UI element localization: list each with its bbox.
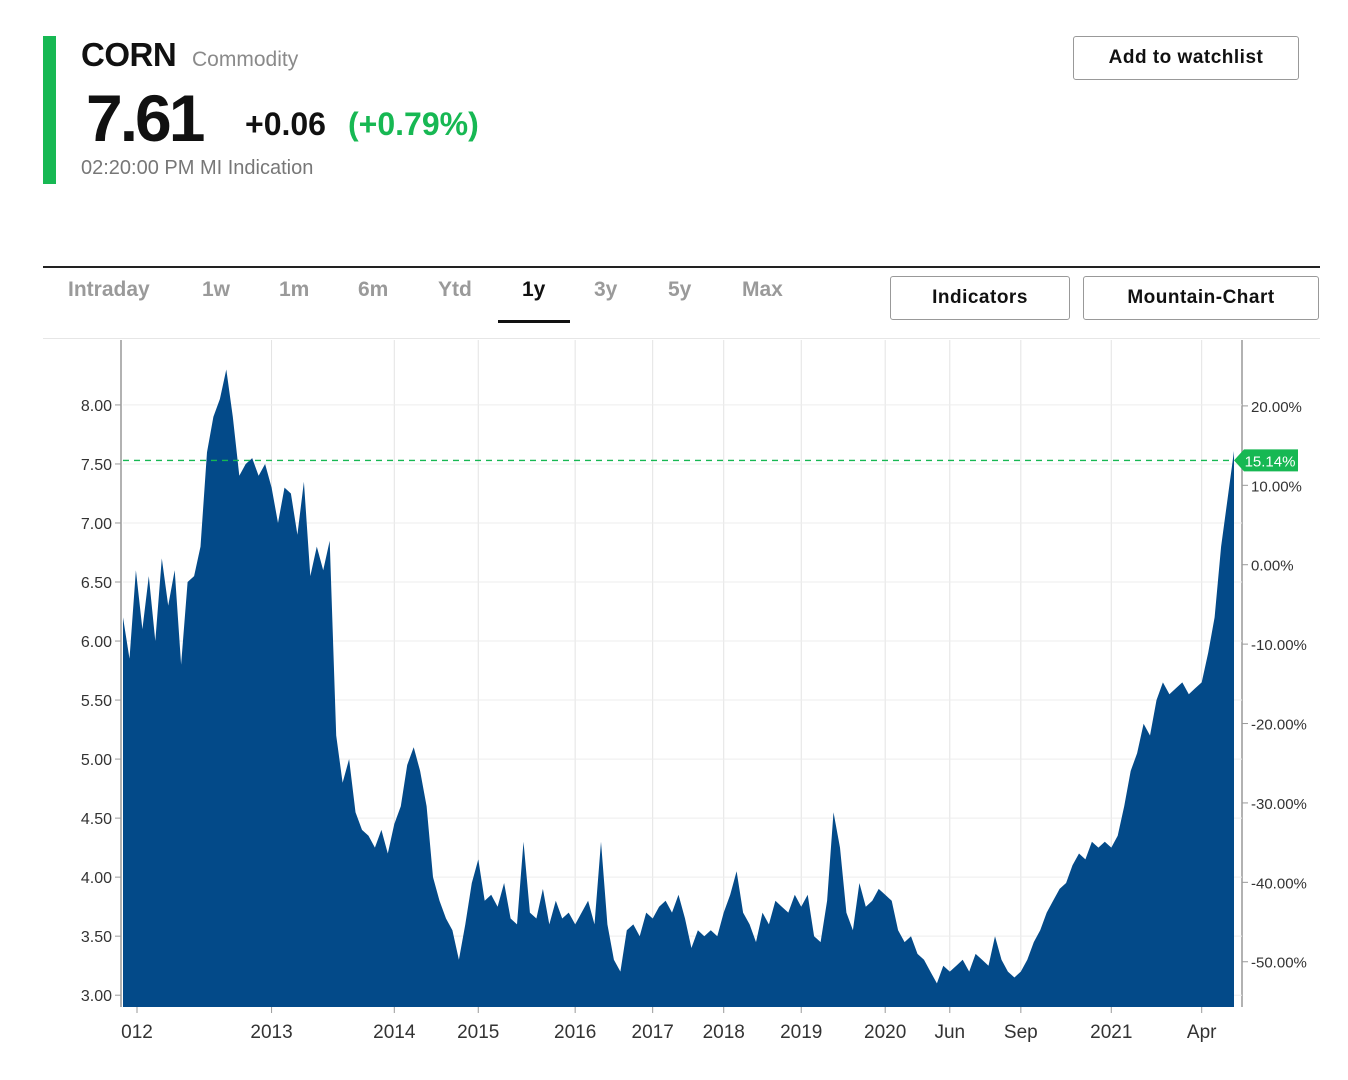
- y-tick-label: 3.50: [81, 929, 112, 946]
- y-tick-label: 7.00: [81, 516, 112, 533]
- price-area: [123, 369, 1234, 1007]
- tab-intraday[interactable]: Intraday: [68, 278, 150, 301]
- instrument-type: Commodity: [192, 48, 299, 71]
- y-tick-label: 5.50: [81, 693, 112, 710]
- y-tick-label: 6.00: [81, 634, 112, 651]
- x-tick-label: 012: [121, 1022, 153, 1043]
- tab-1w[interactable]: 1w: [202, 278, 231, 301]
- y-tick-label: 6.50: [81, 575, 112, 592]
- tab-3y[interactable]: 3y: [594, 278, 618, 301]
- tab-max[interactable]: Max: [742, 278, 783, 301]
- x-tick-label: 2014: [373, 1022, 416, 1043]
- right-tick-label: -20.00%: [1251, 717, 1307, 734]
- add-to-watchlist-button[interactable]: Add to watchlist: [1073, 36, 1299, 80]
- x-tick-label: 2015: [457, 1022, 499, 1043]
- active-tab-indicator: [498, 320, 570, 323]
- right-tick-label: 0.00%: [1251, 558, 1294, 575]
- right-tick-label: -40.00%: [1251, 875, 1307, 892]
- reference-badge: 15.14%: [1234, 449, 1298, 472]
- x-tick-label: 2013: [250, 1022, 292, 1043]
- y-tick-label: 8.00: [81, 398, 112, 415]
- reference-badge-label: 15.14%: [1245, 453, 1296, 470]
- y-tick-label: 7.50: [81, 457, 112, 474]
- tab-1m[interactable]: 1m: [279, 278, 310, 301]
- last-price: 7.61: [86, 81, 205, 155]
- y-tick-label: 5.00: [81, 752, 112, 769]
- y-tick-label: 4.00: [81, 870, 112, 887]
- tab-6m[interactable]: 6m: [358, 278, 389, 301]
- x-tick-label: 2021: [1090, 1022, 1132, 1043]
- right-tick-label: -30.00%: [1251, 796, 1307, 813]
- right-tick-label: 20.00%: [1251, 399, 1302, 416]
- right-tick-label: 10.00%: [1251, 478, 1302, 495]
- quote-timestamp: 02:20:00 PM MI Indication: [81, 157, 314, 179]
- tab-ytd[interactable]: Ytd: [438, 278, 472, 301]
- y-tick-label: 3.00: [81, 988, 112, 1005]
- x-axis: 012 2013 2014 2015 2016 2017 2018 2019 2020 Jun Se…: [121, 1007, 1217, 1043]
- chart-type-button[interactable]: Mountain-Chart: [1083, 276, 1319, 320]
- price-change: +0.06: [245, 106, 326, 142]
- header-divider: [43, 266, 1320, 268]
- x-tick-label: Apr: [1187, 1022, 1217, 1043]
- tab-5y[interactable]: 5y: [668, 278, 692, 301]
- x-tick-label: 2020: [864, 1022, 906, 1043]
- price-change-percent: (+0.79%): [348, 106, 479, 142]
- right-tick-label: -50.00%: [1251, 955, 1307, 972]
- x-tick-label: Sep: [1004, 1022, 1038, 1043]
- chart-top-rule: [43, 338, 1320, 339]
- x-tick-label: 2019: [780, 1022, 822, 1043]
- indicators-button[interactable]: Indicators: [890, 276, 1070, 320]
- x-tick-label: 2018: [703, 1022, 745, 1043]
- y-tick-label: 4.50: [81, 811, 112, 828]
- reference-badge-bg: [1234, 449, 1298, 472]
- tab-1y[interactable]: 1y: [522, 278, 546, 301]
- right-axis: 20.00% 10.00% 0.00% -10.00% -20.00% -30.00% -4…: [1242, 399, 1307, 972]
- x-tick-label: 2017: [632, 1022, 674, 1043]
- symbol-title: CORN: [81, 36, 177, 73]
- accent-bar: [43, 36, 56, 184]
- x-tick-label: 2016: [554, 1022, 596, 1043]
- right-tick-label: -10.00%: [1251, 637, 1307, 654]
- x-tick-label: Jun: [934, 1022, 965, 1043]
- left-axis: 8.00 7.50 7.00 6.50 6.00 5.50 5.00 4.50 4.00 3.50…: [81, 398, 121, 1005]
